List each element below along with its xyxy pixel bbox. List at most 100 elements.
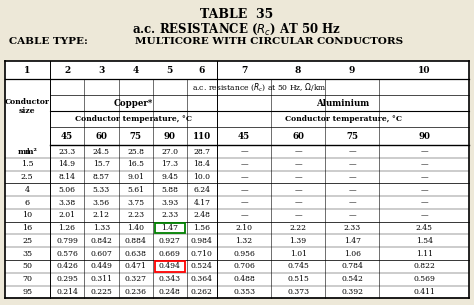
Text: 1.5: 1.5 [21, 160, 34, 168]
Text: 1.47: 1.47 [161, 224, 178, 232]
Text: —: — [348, 160, 356, 168]
Text: 0.295: 0.295 [56, 275, 78, 283]
Text: 0.822: 0.822 [413, 262, 435, 271]
Text: 0.956: 0.956 [233, 249, 255, 258]
Text: 60: 60 [292, 131, 304, 141]
Text: 5.88: 5.88 [161, 186, 178, 194]
Bar [155, 223, 185, 233]
Text: 45: 45 [61, 131, 73, 141]
Text: —: — [240, 211, 248, 219]
Text: a.c. resistance ($\mathit{R_c}$) at 50 Hz, $\Omega$/km: a.c. resistance ($\mathit{R_c}$) at 50 H… [192, 81, 327, 93]
Text: —: — [240, 160, 248, 168]
Text: 75: 75 [346, 131, 358, 141]
Text: 0.471: 0.471 [125, 262, 146, 271]
Text: 17.3: 17.3 [161, 160, 178, 168]
Text: 0.392: 0.392 [341, 288, 363, 296]
Text: Conductor
size: Conductor size [5, 98, 50, 115]
Text: 90: 90 [164, 131, 176, 141]
Text: TABLE  35: TABLE 35 [201, 8, 273, 21]
Text: 70: 70 [22, 275, 32, 283]
Text: 45: 45 [238, 131, 250, 141]
Text: 5.61: 5.61 [127, 186, 144, 194]
Text: 8.57: 8.57 [93, 173, 110, 181]
Text: 0.710: 0.710 [191, 249, 213, 258]
Text: 2.45: 2.45 [416, 224, 433, 232]
Text: 0.214: 0.214 [56, 288, 78, 296]
Text: 27.0: 27.0 [161, 148, 178, 156]
Text: —: — [294, 211, 302, 219]
Text: 95: 95 [22, 288, 32, 296]
Text: 0.426: 0.426 [56, 262, 78, 271]
Text: MULTICORE WITH CIRCULAR CONDUCTORS: MULTICORE WITH CIRCULAR CONDUCTORS [135, 37, 403, 46]
Text: 4: 4 [132, 66, 139, 75]
Text: 0.488: 0.488 [233, 275, 255, 283]
Text: 0.569: 0.569 [413, 275, 435, 283]
Text: 60: 60 [95, 131, 108, 141]
Text: —: — [294, 148, 302, 156]
Text: 1.01: 1.01 [290, 249, 307, 258]
Text: Copper*: Copper* [114, 99, 153, 108]
Text: 3.56: 3.56 [93, 199, 110, 206]
Text: —: — [420, 211, 428, 219]
Text: 0.373: 0.373 [287, 288, 309, 296]
Text: 0.524: 0.524 [191, 262, 213, 271]
Text: 2.5: 2.5 [21, 173, 34, 181]
Text: 3.93: 3.93 [161, 199, 178, 206]
Text: 0.799: 0.799 [56, 237, 78, 245]
Text: 0.607: 0.607 [91, 249, 112, 258]
Text: 9: 9 [349, 66, 356, 75]
Text: 14.9: 14.9 [59, 160, 75, 168]
Text: 6: 6 [25, 199, 30, 206]
Text: 0.927: 0.927 [159, 237, 181, 245]
Text: 2.01: 2.01 [59, 211, 75, 219]
Text: 0.327: 0.327 [125, 275, 146, 283]
Text: —: — [294, 160, 302, 168]
Text: 0.638: 0.638 [125, 249, 146, 258]
Text: 5.33: 5.33 [93, 186, 110, 194]
Text: 0.669: 0.669 [159, 249, 181, 258]
Text: 2: 2 [64, 66, 70, 75]
Text: 0.494: 0.494 [159, 262, 181, 271]
Text: 2.23: 2.23 [127, 211, 144, 219]
Text: 3.75: 3.75 [127, 199, 144, 206]
Text: —: — [294, 173, 302, 181]
Text: —: — [348, 199, 356, 206]
Text: 75: 75 [129, 131, 142, 141]
Text: —: — [240, 199, 248, 206]
Text: —: — [420, 186, 428, 194]
Text: 1.06: 1.06 [344, 249, 361, 258]
Text: 0.745: 0.745 [287, 262, 309, 271]
Text: —: — [348, 211, 356, 219]
Text: 0.784: 0.784 [341, 262, 363, 271]
Text: 1.39: 1.39 [290, 237, 307, 245]
Text: 0.236: 0.236 [125, 288, 146, 296]
Bar [155, 261, 185, 271]
Text: 1.32: 1.32 [236, 237, 253, 245]
Text: 6.24: 6.24 [193, 186, 210, 194]
Text: 2.22: 2.22 [290, 224, 307, 232]
Text: 1.33: 1.33 [93, 224, 110, 232]
Text: 9.45: 9.45 [161, 173, 178, 181]
Text: 0.262: 0.262 [191, 288, 213, 296]
Text: 1.47: 1.47 [344, 237, 361, 245]
Text: 2.33: 2.33 [344, 224, 361, 232]
Text: 0.884: 0.884 [125, 237, 146, 245]
Text: 90: 90 [418, 131, 430, 141]
Text: 2.12: 2.12 [93, 211, 110, 219]
Text: —: — [420, 173, 428, 181]
Text: 0.542: 0.542 [341, 275, 363, 283]
Text: 18.4: 18.4 [193, 160, 210, 168]
Text: —: — [420, 199, 428, 206]
Text: 2.33: 2.33 [161, 211, 178, 219]
Text: 1.26: 1.26 [59, 224, 75, 232]
Text: 0.515: 0.515 [287, 275, 309, 283]
Text: 8.14: 8.14 [59, 173, 75, 181]
Text: Conductor temperature, °C: Conductor temperature, °C [285, 115, 401, 123]
Text: 7: 7 [241, 66, 247, 75]
Text: —: — [420, 160, 428, 168]
Text: 1.11: 1.11 [416, 249, 433, 258]
Text: Aluminium: Aluminium [317, 99, 370, 108]
Text: 4.17: 4.17 [193, 199, 210, 206]
Text: 0.364: 0.364 [191, 275, 213, 283]
Text: a.c. RESISTANCE ($\mathit{R_c}$) AT 50 Hz: a.c. RESISTANCE ($\mathit{R_c}$) AT 50 H… [132, 21, 342, 37]
